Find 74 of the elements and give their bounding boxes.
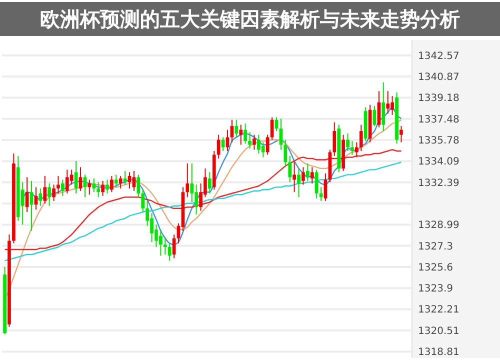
candlestick xyxy=(248,132,252,149)
candlestick xyxy=(118,175,122,189)
y-tick-label: 1340.87 xyxy=(418,72,460,84)
candlestick xyxy=(88,179,92,196)
y-tick-label: 1337.48 xyxy=(418,114,460,126)
candlestick xyxy=(168,242,172,262)
candlestick xyxy=(132,170,136,192)
y-tick-label: 1327.3 xyxy=(418,241,453,252)
candlestick xyxy=(38,188,42,206)
candlestick xyxy=(30,180,34,232)
y-tick-label: 1339.18 xyxy=(418,93,460,104)
candlestick xyxy=(25,176,29,213)
candlestick xyxy=(270,116,274,140)
y-tick-label: 1334.09 xyxy=(418,156,460,168)
line-series xyxy=(4,162,402,262)
candlestick xyxy=(252,134,256,150)
candlestick xyxy=(186,162,190,198)
candlestick xyxy=(310,166,314,184)
candlestick xyxy=(92,178,96,193)
candlestick xyxy=(74,160,78,194)
chart-title: 欧洲杯预测的五大关键因素解析与未来走势分析 xyxy=(40,7,460,31)
candlestick xyxy=(43,175,47,204)
candlestick xyxy=(78,166,82,192)
candlestick xyxy=(83,174,87,198)
candlestick xyxy=(110,175,114,193)
candlestick xyxy=(359,124,363,152)
y-tick-label: 1325.6 xyxy=(418,262,453,274)
candlestick xyxy=(279,118,283,150)
candlestick xyxy=(302,166,305,186)
candlestick xyxy=(101,180,104,196)
candlestick xyxy=(346,133,350,152)
candlestick xyxy=(48,182,51,206)
candlestick xyxy=(382,82,386,132)
y-tick-label: 1320.51 xyxy=(418,326,460,337)
y-tick-label: 1322.21 xyxy=(418,304,460,316)
candlestick xyxy=(261,142,265,158)
y-tick-label: 1335.78 xyxy=(418,136,460,147)
y-tick-label: 1342.57 xyxy=(418,50,460,62)
candlestick xyxy=(216,134,220,159)
y-tick-label: 1323.9 xyxy=(418,284,453,295)
candlestick xyxy=(400,126,403,143)
candlestick xyxy=(288,155,292,183)
candlestick xyxy=(163,236,167,255)
candlestick xyxy=(350,140,354,156)
candlestick xyxy=(306,162,310,182)
candlestick xyxy=(208,172,212,194)
candlestick xyxy=(52,184,56,202)
candlestick xyxy=(324,172,328,202)
candlestick xyxy=(355,142,358,158)
candlestick xyxy=(297,168,300,198)
candlestick xyxy=(239,124,243,146)
candlestick xyxy=(314,169,318,199)
candlestick xyxy=(266,134,270,156)
candlestick xyxy=(234,119,238,138)
candlestick xyxy=(96,182,100,198)
candlestick xyxy=(56,175,60,194)
y-tick-label: 1332.39 xyxy=(418,178,460,189)
y-tick-label: 1328.99 xyxy=(418,220,460,232)
candlestick xyxy=(372,106,376,127)
candlestick xyxy=(190,162,194,203)
candlestick xyxy=(332,122,336,156)
y-tick-label: 1318.81 xyxy=(418,347,460,358)
candlestick xyxy=(136,174,140,198)
candlestick xyxy=(292,162,296,193)
candlestick xyxy=(377,90,381,128)
candlestick xyxy=(114,174,118,188)
candlestick xyxy=(386,90,390,114)
candlestick xyxy=(61,179,64,196)
candlestick xyxy=(244,123,247,144)
candlestick xyxy=(141,189,145,213)
line-series xyxy=(4,149,402,250)
candlestick xyxy=(106,179,109,194)
candlestick xyxy=(284,139,288,168)
candlestick xyxy=(230,119,234,143)
